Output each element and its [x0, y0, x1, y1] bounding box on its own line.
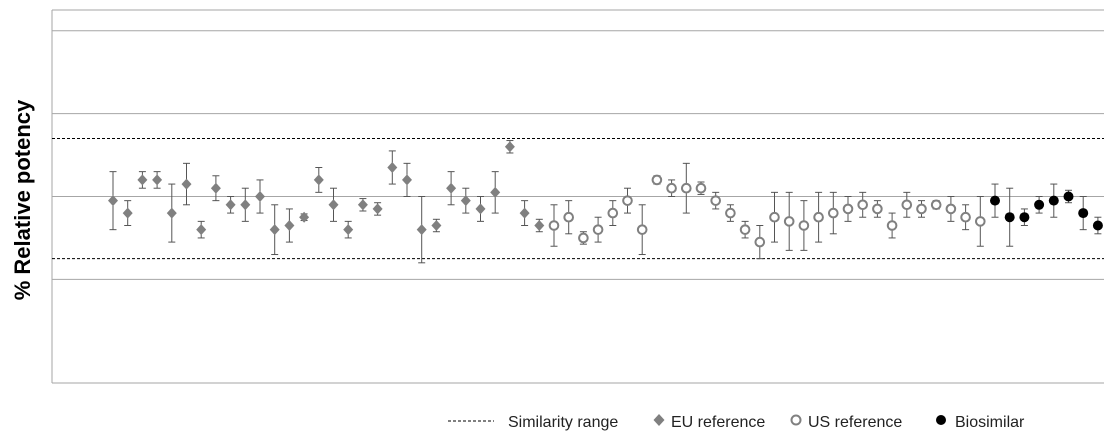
eu-reference-point [416, 224, 427, 236]
us-reference-point [886, 220, 898, 231]
eu-reference-point [240, 199, 251, 211]
us-reference-point [754, 236, 766, 248]
legend-bio-marker [936, 415, 946, 425]
us-reference-point [710, 195, 722, 206]
eu-reference-point [490, 186, 501, 198]
eu-reference-point [475, 203, 486, 215]
eu-reference-point [343, 224, 354, 236]
us-reference-point [725, 207, 736, 219]
us-reference-point [636, 224, 648, 235]
us-reference-point [857, 199, 869, 211]
eu-reference-point [152, 174, 163, 186]
eu-reference-point [299, 211, 310, 223]
us-reference-point [548, 220, 560, 231]
legend-eu-label: EU reference [671, 414, 765, 431]
eu-reference-point [357, 199, 368, 211]
legend-us-label: US reference [808, 414, 902, 431]
us-reference-point [960, 211, 971, 223]
eu-reference-point [122, 207, 133, 219]
eu-reference-point [387, 161, 398, 173]
us-reference-point [901, 199, 913, 211]
us-reference-point [872, 203, 883, 215]
eu-reference-point [460, 195, 471, 207]
y-axis-label: % Relative potency [10, 99, 35, 300]
us-reference-point [916, 203, 927, 215]
biosimilar-point [1019, 212, 1030, 223]
us-reference-point [592, 224, 604, 235]
gridlines [52, 30, 1104, 280]
biosimilar-point [1092, 220, 1103, 231]
biosimilar-point [1034, 199, 1045, 210]
legend: Similarity range EU reference US referen… [448, 414, 1025, 431]
eu-reference-point [166, 207, 177, 219]
us-reference-point [828, 207, 839, 219]
us-reference-point [945, 203, 957, 215]
us-reference-point [813, 211, 824, 223]
data-marks [108, 140, 1103, 264]
eu-reference-point [181, 178, 192, 190]
eu-reference-point [269, 224, 280, 236]
us-reference-point [783, 216, 795, 227]
eu-reference-point [255, 191, 265, 202]
us-reference-point [651, 174, 663, 186]
eu-reference-point [328, 199, 339, 211]
similarity-range-lines [52, 137, 1104, 260]
us-reference-point [769, 211, 780, 223]
biosimilar-point [1078, 208, 1089, 219]
eu-reference-point [504, 141, 515, 153]
eu-reference-point [284, 220, 295, 232]
us-reference-point [842, 203, 854, 215]
us-reference-point [578, 232, 589, 244]
eu-reference-point [446, 182, 457, 194]
us-reference-point [798, 220, 810, 231]
biosimilar-point [1048, 195, 1059, 206]
eu-reference-point [196, 224, 207, 236]
legend-similarity-label: Similarity range [508, 414, 618, 431]
biosimilar-point [1004, 212, 1015, 223]
us-reference-point [739, 224, 751, 235]
us-reference-point [975, 216, 986, 227]
legend-eu-marker [653, 414, 665, 426]
us-reference-point [607, 207, 619, 219]
us-reference-point [563, 211, 575, 223]
us-reference-point [681, 182, 692, 194]
eu-reference-point [108, 195, 118, 207]
eu-reference-point [313, 174, 324, 186]
legend-us-marker [790, 414, 802, 426]
us-reference-point [666, 182, 677, 194]
eu-reference-point [210, 182, 221, 194]
us-reference-point [930, 199, 942, 211]
eu-reference-point [402, 174, 412, 186]
biosimilar-point [1063, 191, 1074, 202]
eu-reference-point [534, 220, 545, 232]
us-reference-point [622, 195, 633, 206]
eu-reference-point [431, 220, 442, 232]
us-reference-point [695, 182, 707, 194]
eu-reference-point [372, 203, 383, 215]
eu-reference-point [137, 174, 148, 186]
biosimilar-point [990, 195, 1000, 206]
eu-reference-point [519, 207, 530, 219]
eu-reference-point [225, 199, 236, 211]
legend-bio-label: Biosimilar [955, 414, 1025, 431]
